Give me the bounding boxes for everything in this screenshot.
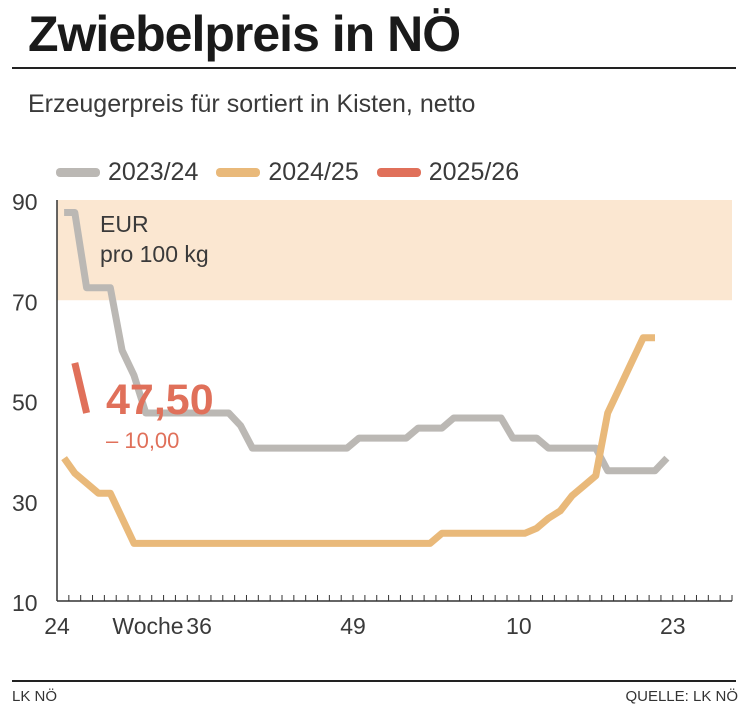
x-tick-label: 24 xyxy=(44,613,70,639)
y-tick-label: 10 xyxy=(12,590,38,616)
x-tick-label: 10 xyxy=(506,613,532,639)
y-tick-label: 70 xyxy=(12,289,38,315)
unit-label-line: pro 100 kg xyxy=(100,241,209,267)
series-line-2023-24 xyxy=(64,209,670,475)
title-rule xyxy=(12,67,736,69)
y-tick-label: 90 xyxy=(12,189,38,215)
legend-item-2023: 2023/24 xyxy=(56,158,198,187)
x-axis-label: Woche xyxy=(112,613,183,639)
series-line-2025-26 xyxy=(71,362,91,414)
footer-rule xyxy=(12,680,736,682)
unit-label-line: EUR xyxy=(100,211,149,237)
chart-subtitle: Erzeugerpreis für sortiert in Kisten, ne… xyxy=(28,90,476,118)
legend-label-2023: 2023/24 xyxy=(108,157,199,186)
x-tick-label: 23 xyxy=(660,613,686,639)
x-tick-label: 49 xyxy=(340,613,366,639)
x-tick-label: 36 xyxy=(186,613,212,639)
legend-swatch-2023 xyxy=(56,167,100,177)
footer-left: LK NÖ xyxy=(12,688,58,705)
legend: 2023/24 2024/25 2025/26 xyxy=(56,156,537,188)
legend-swatch-2024 xyxy=(216,167,261,177)
unit-band xyxy=(57,200,732,301)
series-line-2024-25 xyxy=(61,334,655,547)
legend-swatch-2025 xyxy=(376,167,421,177)
y-tick-label: 30 xyxy=(12,490,38,516)
legend-label-2024: 2024/25 xyxy=(268,157,359,186)
chart-title: Zwiebelpreis in NÖ xyxy=(28,6,461,62)
y-tick-label: 50 xyxy=(12,390,38,416)
legend-item-2024: 2024/25 xyxy=(216,157,359,187)
footer-source: QUELLE: LK NÖ xyxy=(625,688,738,705)
legend-label-2025: 2025/26 xyxy=(428,157,520,186)
legend-item-2025: 2025/26 xyxy=(376,157,520,187)
current-value-label: 47,50 xyxy=(106,376,214,424)
change-value-label: – 10,00 xyxy=(106,428,179,453)
